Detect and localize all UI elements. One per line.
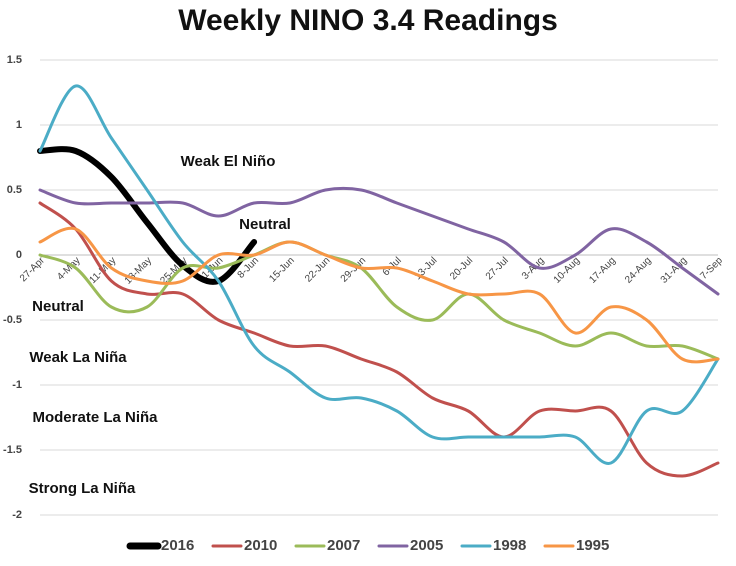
legend-label: 2007 [327, 537, 360, 554]
y-tick-label: -1 [12, 379, 22, 391]
y-tick-label: -2 [12, 509, 22, 521]
y-tick-label: 0.5 [7, 184, 22, 196]
y-tick-label: 0 [16, 249, 22, 261]
annotation: Strong La Niña [29, 480, 136, 497]
series-line [38, 186, 720, 296]
series-line [38, 84, 720, 465]
annotation: Neutral [32, 298, 84, 315]
legend-label: 1995 [576, 537, 609, 554]
y-tick-label: 1 [16, 119, 22, 131]
annotation: Moderate La Niña [32, 409, 158, 426]
legend-label: 2016 [161, 537, 194, 554]
annotation: Weak La Niña [29, 349, 127, 366]
series-line [38, 226, 720, 364]
annotation: Weak El Niño [181, 153, 276, 170]
y-tick-label: -0.5 [3, 314, 22, 326]
series-line [38, 201, 720, 478]
y-tick-label: -1.5 [3, 444, 22, 456]
annotation: Neutral [239, 216, 291, 233]
y-tick-label: 1.5 [7, 54, 22, 66]
chart-title: Weekly NINO 3.4 Readings [178, 4, 558, 37]
series-line [38, 240, 720, 361]
legend-label: 1998 [493, 537, 526, 554]
legend-label: 2005 [410, 537, 443, 554]
legend-label: 2010 [244, 537, 277, 554]
